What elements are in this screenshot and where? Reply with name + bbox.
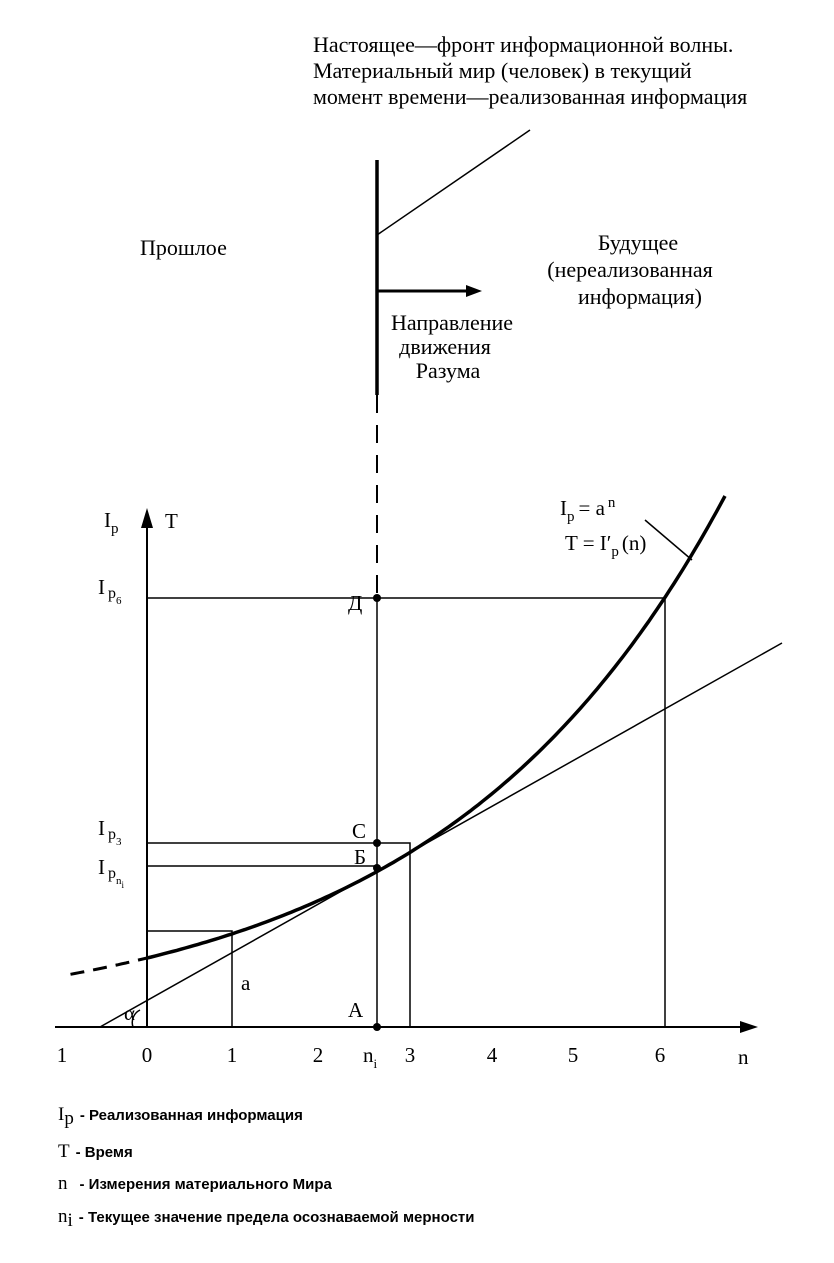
x-axis-label: n	[738, 1045, 749, 1069]
tangent	[99, 642, 783, 1028]
texts: Настоящее—фронт информационной волны. Ма…	[57, 32, 749, 1231]
alpha-label: α	[124, 1001, 135, 1025]
header-line: Материальный мир (человек) в текущий	[313, 58, 692, 83]
direction-line: Направление	[391, 310, 513, 335]
future-line: информация)	[578, 284, 702, 309]
future-line: (нереализованная	[547, 257, 712, 282]
formula-pointer	[644, 519, 693, 561]
x-axis-head	[740, 1021, 758, 1033]
x-label: 6	[655, 1043, 666, 1067]
y-axis-label: Ip	[104, 508, 119, 537]
point-label: Б	[354, 845, 366, 869]
dot	[373, 594, 381, 602]
arrow-head	[466, 285, 482, 297]
alpha-arc	[131, 1009, 141, 1028]
pointer	[376, 129, 531, 236]
y-axis-head	[141, 508, 153, 528]
future-line: Будущее	[598, 230, 678, 255]
shapes	[55, 129, 783, 1033]
dot	[373, 1023, 381, 1031]
past: Прошлое	[140, 235, 227, 260]
x-label: 2	[313, 1043, 324, 1067]
x-label: ni	[363, 1043, 378, 1071]
curve-dashed	[70, 956, 148, 976]
x-label: 5	[568, 1043, 579, 1067]
guide-3	[147, 842, 411, 1027]
direction-line: Разума	[416, 358, 481, 383]
guide-6	[147, 597, 666, 1027]
header-line: Настоящее—фронт информационной волны.	[313, 32, 733, 57]
dot	[373, 864, 381, 872]
dot	[373, 839, 381, 847]
guide-1	[147, 930, 233, 1027]
legend-entry: n- Измерения материального Мира	[58, 1173, 333, 1194]
legend-entry: T- Время	[58, 1141, 133, 1162]
direction-line: движения	[399, 334, 491, 359]
formula: T = I′p (n)	[565, 531, 646, 560]
legend-entry: ni - Текущее значение предела осознаваемо…	[58, 1206, 474, 1231]
x-label: 0	[142, 1043, 153, 1067]
point-label: А	[348, 998, 364, 1022]
curve	[146, 495, 727, 960]
x-label: 1	[227, 1043, 238, 1067]
segment-label: a	[241, 971, 251, 995]
t-axis-label: T	[165, 509, 178, 533]
x-label: 4	[487, 1043, 498, 1067]
point-label: С	[352, 819, 366, 843]
x-label: 3	[405, 1043, 416, 1067]
legend-entry: Ip - Реализованная информация	[58, 1104, 303, 1129]
header-line: момент времени—реализованная информация	[313, 84, 747, 109]
point-label: Д	[348, 591, 362, 615]
x-label: 1	[57, 1043, 68, 1067]
